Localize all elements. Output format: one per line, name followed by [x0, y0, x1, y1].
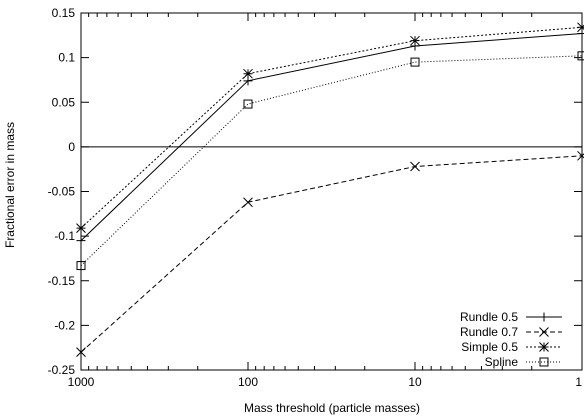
y-tick-label: 0.1 — [58, 51, 75, 65]
data-point — [243, 99, 253, 109]
data-point — [410, 57, 420, 67]
legend-label: Simple 0.5 — [461, 340, 518, 354]
data-point — [577, 22, 584, 33]
data-point — [410, 35, 420, 46]
x-tick-label: 10 — [408, 375, 422, 389]
series-rundle-0-5 — [76, 29, 584, 246]
series-layer — [76, 22, 584, 358]
series-rundle-0-7 — [76, 150, 584, 358]
y-tick-label: -0.05 — [48, 185, 76, 199]
y-tick-label: -0.25 — [48, 363, 76, 377]
data-point — [243, 197, 253, 208]
legend-marker — [539, 342, 549, 352]
x-axis-label: Mass threshold (particle masses) — [244, 401, 420, 415]
legend-label: Rundle 0.5 — [460, 310, 518, 324]
x-tick-label: 100 — [238, 375, 258, 389]
y-tick-label: -0.2 — [54, 318, 75, 332]
series-line — [80, 55, 583, 266]
data-point — [243, 68, 253, 79]
legend-label: Rundle 0.7 — [460, 325, 518, 339]
x-tick-label: 1 — [575, 375, 582, 389]
series-line — [80, 155, 583, 353]
legend-marker — [539, 312, 549, 322]
y-tick-label: -0.15 — [48, 274, 76, 288]
series-line — [80, 26, 583, 229]
y-tick-label: -0.1 — [54, 229, 75, 243]
series-line — [80, 33, 583, 241]
y-axis-label: Fractional error in mass — [3, 122, 17, 248]
y-tick-label: 0 — [68, 140, 75, 154]
y-tick-label: 0.15 — [52, 6, 76, 20]
data-point — [410, 161, 420, 172]
y-tick-label: 0.05 — [52, 95, 76, 109]
x-tick-label: 1000 — [68, 375, 95, 389]
legend-marker — [539, 357, 549, 367]
series-simple-0-5 — [76, 22, 584, 233]
legend-label: Spline — [485, 355, 519, 369]
legend-marker — [539, 327, 549, 337]
